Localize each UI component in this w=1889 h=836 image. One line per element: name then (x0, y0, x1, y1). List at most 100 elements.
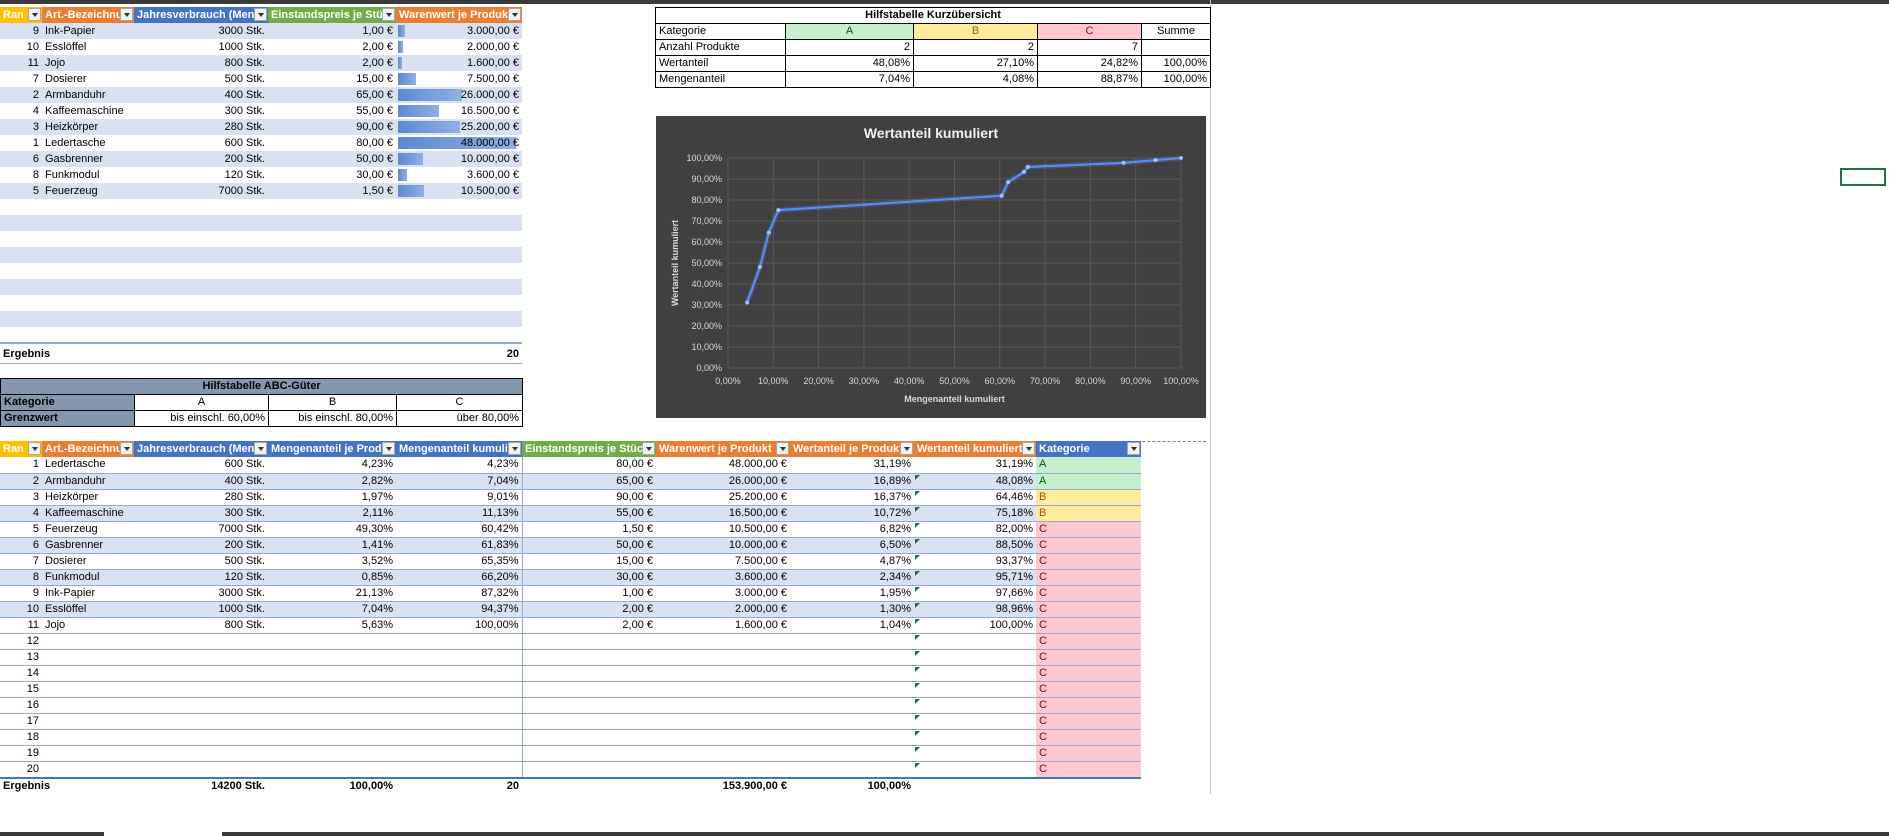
cell-wshare[interactable]: 2,34% (790, 569, 914, 586)
cell-wcum[interactable]: 93,37% (914, 553, 1036, 570)
cell-qty[interactable]: 300 Stk. (134, 103, 268, 119)
cell-cat[interactable]: C (1036, 553, 1141, 570)
cell-cat[interactable]: C (1036, 601, 1141, 618)
cell-qty[interactable] (134, 327, 268, 343)
cell-qty[interactable]: 800 Stk. (134, 617, 268, 634)
summary-cell[interactable]: 27,10% (913, 55, 1038, 72)
error-indicator-icon[interactable] (915, 682, 920, 688)
cell-qty[interactable]: 280 Stk. (134, 119, 268, 135)
active-cell-cursor[interactable] (1840, 168, 1886, 186)
cell-qty[interactable] (134, 745, 268, 762)
cell-wcum[interactable] (914, 697, 1036, 714)
summary-header-0[interactable]: Kategorie (655, 23, 786, 40)
cell-rank[interactable]: 8 (0, 569, 42, 586)
cell-value[interactable]: 1.600,00 € (656, 617, 790, 634)
cell-qty[interactable] (134, 761, 268, 778)
cell-mcum[interactable]: 87,32% (396, 585, 523, 602)
cell-name[interactable] (42, 729, 134, 746)
error-indicator-icon[interactable] (915, 570, 920, 576)
cell-rank[interactable]: 15 (0, 681, 42, 698)
cell-value[interactable]: 10.000,00 € (396, 151, 522, 167)
cell-price[interactable]: 65,00 € (522, 473, 656, 490)
cell-price[interactable]: 80,00 € (522, 457, 656, 474)
cell-wshare[interactable] (790, 729, 914, 746)
cell-value[interactable] (396, 279, 522, 295)
cell-value[interactable]: 7.500,00 € (396, 71, 522, 87)
analysis-header-4[interactable]: Mengenanteil kumuli (396, 441, 522, 457)
cell-qty[interactable] (134, 697, 268, 714)
cell-name[interactable] (42, 745, 134, 762)
cell-rank[interactable]: 7 (0, 71, 42, 87)
cell-price[interactable]: 1,00 € (268, 23, 396, 39)
cell-wshare[interactable]: 16,89% (790, 473, 914, 490)
cell-value[interactable]: 7.500,00 € (656, 553, 790, 570)
cell-qty[interactable]: 280 Stk. (134, 489, 268, 506)
cell-price[interactable]: 80,00 € (268, 135, 396, 151)
empty-cell[interactable] (134, 347, 268, 364)
cell-rank[interactable]: 2 (0, 473, 42, 490)
cell-price[interactable]: 2,00 € (522, 601, 656, 618)
cell-price[interactable] (522, 649, 656, 666)
cell-qty[interactable]: 400 Stk. (134, 87, 268, 103)
cell-mcum[interactable]: 100,00% (396, 617, 523, 634)
abc-cell-2[interactable]: bis einschl. 80,00% (268, 410, 397, 427)
cell-qty[interactable] (134, 279, 268, 295)
cell-mcum[interactable] (396, 697, 523, 714)
cell-mcum[interactable]: 65,35% (396, 553, 523, 570)
cell-rank[interactable]: 6 (0, 151, 42, 167)
cell-value[interactable] (396, 263, 522, 279)
cell-value[interactable]: 2.000,00 € (656, 601, 790, 618)
error-indicator-icon[interactable] (915, 602, 920, 608)
cell-rank[interactable] (0, 199, 42, 215)
analysis-header-5[interactable]: Einstandspreis je Stück (522, 441, 656, 457)
cell-cat[interactable]: A (1036, 457, 1141, 474)
cell-wcum[interactable]: 75,18% (914, 505, 1036, 522)
cell-qty[interactable] (134, 247, 268, 263)
summary-cell[interactable] (1140, 39, 1212, 56)
abc-header-0[interactable]: Kategorie (0, 394, 135, 411)
cell-name[interactable]: Armbanduhr (42, 87, 134, 103)
filter-dropdown-icon[interactable] (642, 442, 655, 455)
cell-name[interactable]: Jojo (42, 617, 134, 634)
cell-price[interactable] (522, 665, 656, 682)
cell-value[interactable]: 2.000,00 € (396, 39, 522, 55)
cell-price[interactable]: 1,50 € (522, 521, 656, 538)
cell-mshare[interactable]: 1,41% (268, 537, 396, 554)
analysis-header-7[interactable]: Wertanteil je Produkt (790, 441, 914, 457)
error-indicator-icon[interactable] (915, 554, 920, 560)
cell-price[interactable] (268, 247, 396, 263)
cell-price[interactable]: 30,00 € (268, 167, 396, 183)
analysis-header-8[interactable]: Wertanteil kumuliert (914, 441, 1036, 457)
cell-wcum[interactable]: 88,50% (914, 537, 1036, 554)
analysis-header-2[interactable]: Jahresverbrauch (Meng (134, 441, 268, 457)
cell-value[interactable] (396, 327, 522, 343)
analysis-header-1[interactable]: Art.-Bezeichnu (42, 441, 134, 457)
cell-name[interactable] (42, 761, 134, 778)
cell-price[interactable] (522, 761, 656, 778)
cell-mshare[interactable]: 3,52% (268, 553, 396, 570)
cell-name[interactable]: Funkmodul (42, 569, 134, 586)
cell-qty[interactable]: 600 Stk. (134, 457, 268, 474)
cell-name[interactable]: Feuerzeug (42, 183, 134, 199)
cell-price[interactable]: 55,00 € (268, 103, 396, 119)
cell-qty[interactable]: 120 Stk. (134, 569, 268, 586)
cell-name[interactable]: Ink-Papier (42, 23, 134, 39)
error-indicator-icon[interactable] (915, 618, 920, 624)
empty-cell[interactable] (914, 776, 1036, 794)
cell-rank[interactable]: 9 (0, 585, 42, 602)
cell-rank[interactable]: 17 (0, 713, 42, 730)
product-header-1[interactable]: Art.-Bezeichnu (42, 7, 134, 23)
cell-rank[interactable] (0, 231, 42, 247)
cell-value[interactable]: 48.000,00 € (656, 457, 790, 474)
cell-price[interactable]: 50,00 € (522, 537, 656, 554)
cell-rank[interactable]: 2 (0, 87, 42, 103)
cell-name[interactable]: Gasbrenner (42, 151, 134, 167)
summary-cell[interactable]: 100,00% (1140, 71, 1212, 88)
cell-qty[interactable]: 500 Stk. (134, 553, 268, 570)
cell-cat[interactable]: C (1036, 681, 1141, 698)
cell-mcum[interactable] (396, 745, 523, 762)
result-value[interactable]: 153.900,00 € (656, 776, 790, 794)
cell-mshare[interactable] (268, 713, 396, 730)
cell-value[interactable]: 16.500,00 € (396, 103, 522, 119)
cell-name[interactable]: Heizkörper (42, 489, 134, 506)
